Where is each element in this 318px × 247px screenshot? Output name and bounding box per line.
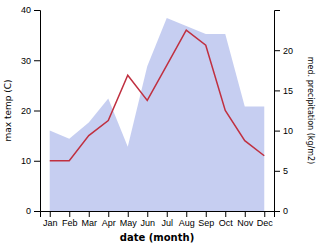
tick: 0 xyxy=(274,206,288,216)
tick-label: Jul xyxy=(161,218,173,228)
tick: Feb xyxy=(62,211,78,228)
tick-label: 0 xyxy=(26,206,31,216)
y2-axis: 0 5 10 15 20 xyxy=(274,11,293,217)
tick-mark xyxy=(34,10,40,11)
tick-mark xyxy=(225,211,226,217)
x-axis-title: date (month) xyxy=(120,232,194,243)
axis-line xyxy=(34,11,41,212)
y-axis: 0 10 20 30 40 xyxy=(21,5,41,216)
y2-axis-title: med. precipitation (kg/m2) xyxy=(306,57,315,164)
tick: 10 xyxy=(274,126,293,136)
tick: 20 xyxy=(21,106,40,116)
tick-label: Jun xyxy=(140,218,155,228)
y-axis-title: max temp (C) xyxy=(3,79,13,141)
tick-mark xyxy=(34,161,40,162)
tick-mark xyxy=(274,211,280,212)
tick-label: Oct xyxy=(219,218,234,228)
tick: 0 xyxy=(26,206,40,216)
tick: Dec xyxy=(257,211,274,228)
tick: May xyxy=(120,211,138,228)
tick-mark xyxy=(206,211,207,217)
tick-mark xyxy=(108,211,109,217)
tick-label: 20 xyxy=(21,106,31,116)
tick-label: 15 xyxy=(283,86,293,96)
tick: Jan xyxy=(43,211,58,228)
tick-mark xyxy=(274,90,280,91)
tick-mark xyxy=(274,171,280,172)
tick: Sep xyxy=(198,211,214,228)
tick-label: Feb xyxy=(62,218,78,228)
tick: Apr xyxy=(102,211,116,228)
tick-label: Aug xyxy=(179,218,195,228)
marks xyxy=(50,18,265,211)
tick: 30 xyxy=(21,56,40,66)
tick: 20 xyxy=(274,46,293,56)
tick-label: 40 xyxy=(21,5,31,15)
tick-mark xyxy=(34,60,40,61)
tick-label: 0 xyxy=(283,206,288,216)
tick: Oct xyxy=(219,211,234,228)
tick: Jun xyxy=(140,211,155,228)
tick: Nov xyxy=(237,211,254,228)
tick: 40 xyxy=(21,5,40,15)
tick-mark xyxy=(147,211,148,217)
tick: Aug xyxy=(179,211,195,228)
tick-label: 20 xyxy=(283,46,293,56)
tick: 15 xyxy=(274,86,293,96)
tick-mark xyxy=(264,211,265,217)
temp-line xyxy=(50,30,265,161)
tick-mark xyxy=(50,211,51,217)
tick-label: Jan xyxy=(43,218,58,228)
tick-label: 5 xyxy=(283,166,288,176)
axis-line xyxy=(275,11,281,212)
plot: Jan Feb Mar Apr MayJun Jul AugSep OctNovDec 0 10 2… xyxy=(21,5,293,228)
tick: Jul xyxy=(161,211,173,228)
tick-mark xyxy=(69,211,70,217)
tick-label: May xyxy=(120,218,138,228)
tick-mark xyxy=(245,211,246,217)
axis-line xyxy=(41,212,275,218)
x-axis: Jan Feb Mar Apr MayJun Jul AugSep OctNovDec xyxy=(41,211,275,228)
tick-mark xyxy=(128,211,129,217)
tick-label: Apr xyxy=(102,218,116,228)
tick-mark xyxy=(34,111,40,112)
tick-label: 10 xyxy=(21,156,31,166)
tick-label: Sep xyxy=(198,218,214,228)
tick-label: 30 xyxy=(21,56,31,66)
tick-label: Dec xyxy=(257,218,274,228)
precip-area xyxy=(50,18,265,211)
tick-mark xyxy=(89,211,90,217)
tick-mark xyxy=(167,211,168,217)
tick: 10 xyxy=(21,156,40,166)
tick-mark xyxy=(274,50,280,51)
tick: 5 xyxy=(274,166,288,176)
tick-label: Mar xyxy=(82,218,98,228)
tick: Mar xyxy=(82,211,98,228)
tick-mark xyxy=(186,211,187,217)
tick-mark xyxy=(274,131,280,132)
tick-mark xyxy=(34,211,40,212)
chart: Jan Feb Mar Apr MayJun Jul AugSep OctNovDec 0 10 2… xyxy=(0,0,318,247)
tick-label: Nov xyxy=(237,218,254,228)
tick-label: 10 xyxy=(283,126,293,136)
